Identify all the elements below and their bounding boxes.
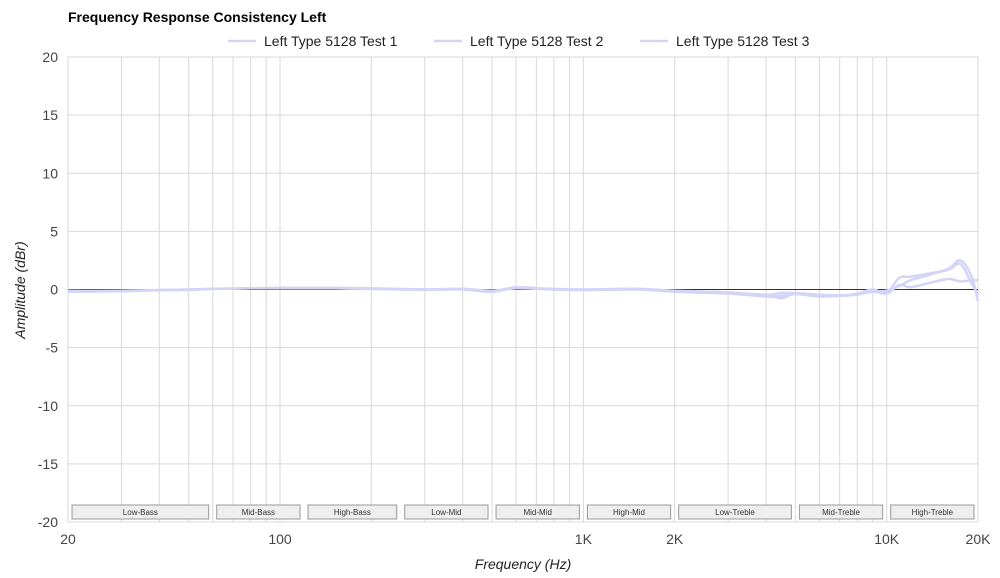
band-box <box>586 504 672 520</box>
band-box <box>307 504 398 520</box>
x-tick-label: 1K <box>575 531 593 547</box>
band-high-bass: High-Bass <box>307 504 398 520</box>
legend-item-3: Left Type 5128 Test 3 <box>640 33 810 49</box>
band-label: Mid-Treble <box>822 508 860 517</box>
band-low-treble: Low-Treble <box>678 504 792 520</box>
band-label: High-Bass <box>334 508 371 517</box>
band-box <box>798 504 884 520</box>
band-box <box>216 504 301 520</box>
band-box <box>678 504 792 520</box>
x-tick-label: 2K <box>666 531 684 547</box>
y-tick-label: 10 <box>42 165 58 181</box>
y-tick-label: -15 <box>38 456 58 472</box>
band-low-bass: Low-Bass <box>71 504 210 520</box>
legend-label: Left Type 5128 Test 1 <box>264 33 398 49</box>
band-label: Low-Treble <box>715 508 755 517</box>
legend-label: Left Type 5128 Test 2 <box>470 33 604 49</box>
y-tick-label: 15 <box>42 107 58 123</box>
legend-label: Left Type 5128 Test 3 <box>676 33 810 49</box>
band-label: Low-Mid <box>431 508 461 517</box>
band-high-mid: High-Mid <box>586 504 672 520</box>
band-low-mid: Low-Mid <box>404 504 489 520</box>
y-tick-label: -20 <box>38 514 58 530</box>
x-tick-label: 100 <box>268 531 292 547</box>
band-mid-treble: Mid-Treble <box>798 504 884 520</box>
y-gridlines <box>68 56 978 523</box>
series-lines <box>67 259 980 302</box>
band-box <box>495 504 580 520</box>
x-tick-label: 10K <box>874 531 900 547</box>
y-tick-labels: 20 15 10 5 0 -5 -10 -15 -20 <box>38 49 58 530</box>
frequency-bands: Low-Bass Mid-Bass High-Bass Low-Mid Mid-Mid H… <box>71 504 975 520</box>
band-label: Low-Bass <box>123 508 158 517</box>
y-axis-label: Amplitude (dBr) <box>12 241 28 339</box>
legend-item-1: Left Type 5128 Test 1 <box>228 33 398 49</box>
series-line-3 <box>67 277 979 300</box>
x-tick-labels: 20 100 1K 2K 10K 20K <box>60 531 991 547</box>
y-tick-label: 20 <box>42 49 58 65</box>
x-tick-label: 20K <box>966 531 992 547</box>
x-tick-label: 20 <box>60 531 76 547</box>
band-label: High-Treble <box>912 508 954 517</box>
band-label: High-Mid <box>613 508 645 517</box>
y-tick-label: 5 <box>50 223 58 239</box>
y-tick-label: 0 <box>50 282 58 298</box>
band-label: Mid-Bass <box>242 508 275 517</box>
band-mid-mid: Mid-Mid <box>495 504 580 520</box>
band-mid-bass: Mid-Bass <box>216 504 301 520</box>
y-tick-label: -5 <box>46 340 59 356</box>
band-high-treble: High-Treble <box>890 504 975 520</box>
chart-title: Frequency Response Consistency Left <box>68 9 327 25</box>
legend-item-2: Left Type 5128 Test 2 <box>434 33 604 49</box>
band-label: Mid-Mid <box>523 508 551 517</box>
x-axis-label: Frequency (Hz) <box>475 556 571 572</box>
y-tick-label: -10 <box>38 398 58 414</box>
band-box <box>404 504 489 520</box>
legend: Left Type 5128 Test 1 Left Type 5128 Test… <box>228 33 810 49</box>
band-box <box>890 504 975 520</box>
band-box <box>71 504 210 520</box>
